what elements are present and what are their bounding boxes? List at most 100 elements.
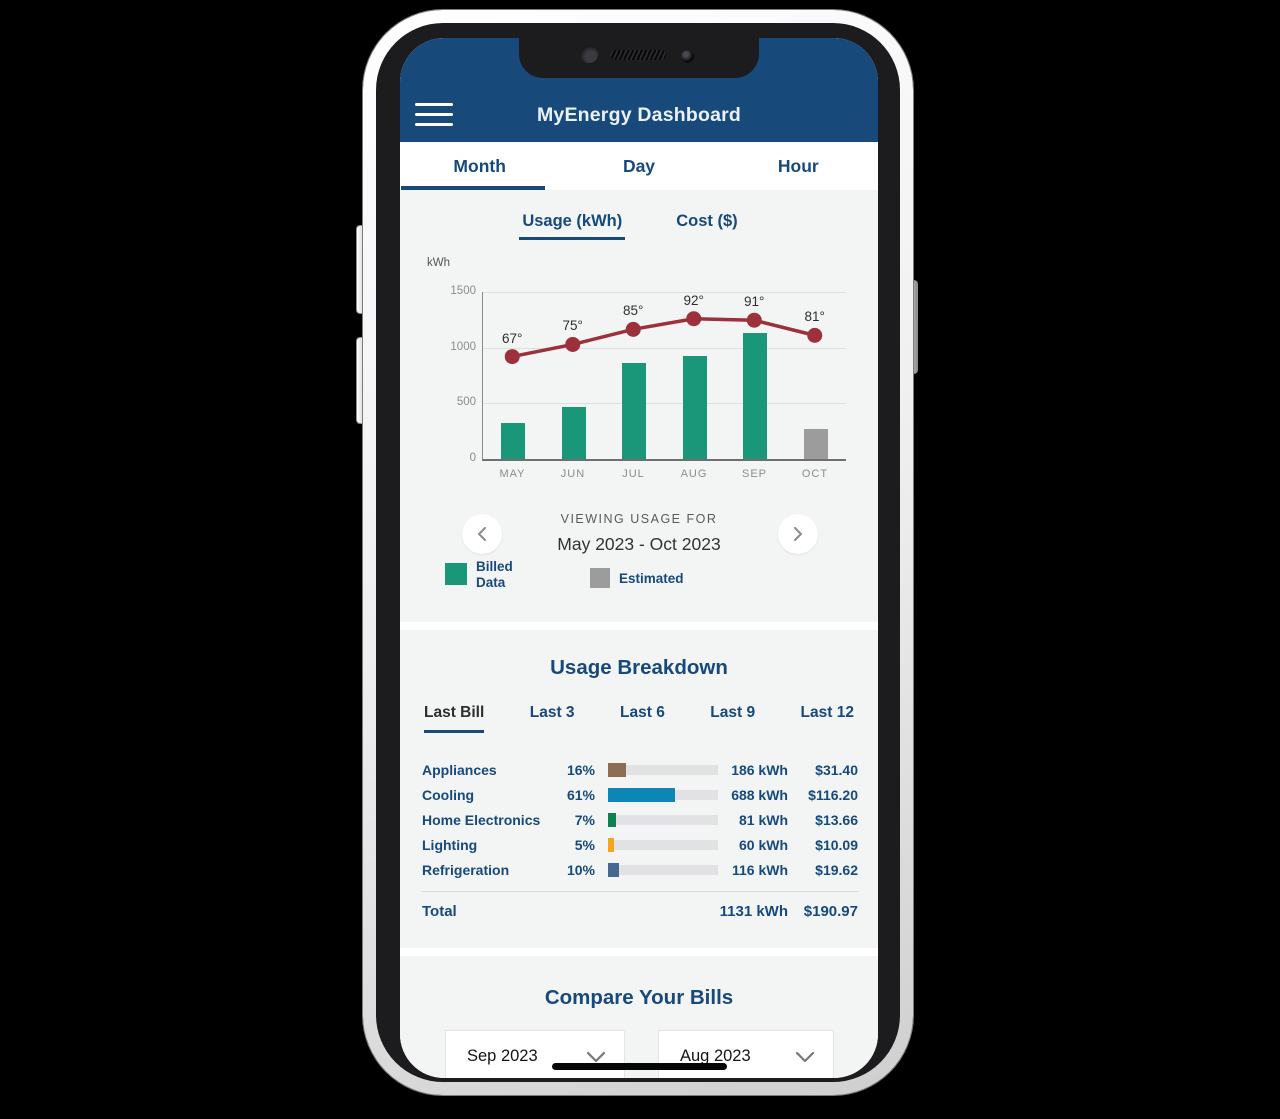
tab-day[interactable]: Day (622, 155, 656, 176)
temp-value-label: 81° (804, 309, 825, 325)
phone-frame: MyEnergy Dashboard Month Day Hour Usage (k… (363, 10, 913, 1095)
total-kwh: 1131 kWh (719, 903, 788, 920)
percent-bar-fill (608, 813, 616, 827)
previous-period-button[interactable] (462, 514, 502, 554)
tab-last-12[interactable]: Last 12 (800, 704, 854, 721)
percent-bar-fill (608, 763, 626, 777)
table-row: Home Electronics 7% 81 kWh $13.66 (400, 808, 878, 833)
tab-month[interactable]: Month (400, 142, 559, 190)
category-label: Appliances (422, 762, 497, 778)
category-label: Lighting (422, 837, 478, 853)
percent-bar-track (608, 813, 718, 827)
tab-hour[interactable]: Hour (777, 155, 819, 176)
percent-bar-fill (608, 838, 614, 852)
time-granularity-tabs: Month Day Hour (400, 142, 878, 190)
temp-point (504, 349, 520, 365)
bill-select-right-value: Aug 2023 (680, 1047, 751, 1065)
y-axis-unit-label: kWh (427, 257, 450, 269)
tab-last-9[interactable]: Last 9 (710, 704, 756, 721)
bill-select-left-value: Sep 2023 (467, 1047, 538, 1065)
compare-bills-title: Compare Your Bills (544, 986, 734, 1009)
table-divider (422, 891, 858, 892)
usage-breakdown-title: Usage Breakdown (550, 656, 728, 679)
viewing-usage-label: VIEWING USAGE FOR (560, 512, 718, 526)
percent-value: 16% (566, 762, 595, 778)
percent-bar-track (608, 838, 718, 852)
page-title: MyEnergy Dashboard (536, 104, 742, 126)
breakdown-table: Appliances 16% 186 kWh $31.40 Cooling 61% 688 … (400, 758, 878, 883)
usage-breakdown-section: Usage Breakdown Last Bill Last 3 Last 6 Las… (400, 630, 878, 948)
percent-value: 5% (574, 837, 595, 853)
cost-value: $31.40 (815, 762, 858, 778)
home-indicator[interactable] (552, 1063, 727, 1070)
temp-point (807, 327, 823, 343)
tab-last-bill[interactable]: Last Bill (424, 704, 485, 733)
total-row: Total 1131 kWh $190.97 (400, 898, 878, 926)
cost-value: $10.09 (815, 837, 858, 853)
chevron-down-icon (586, 1051, 606, 1063)
x-axis-tick-label: AUG (680, 468, 708, 480)
temp-point (565, 336, 581, 352)
tab-usage[interactable]: Usage (kWh) (519, 212, 626, 240)
billed-data-swatch (445, 563, 467, 585)
gridline (483, 347, 846, 349)
percent-value: 10% (566, 862, 595, 878)
usage-bar-jun (561, 407, 586, 459)
front-camera-icon (580, 45, 598, 63)
tab-last-6[interactable]: Last 6 (620, 704, 665, 721)
usage-chart-section: Usage (kWh) Cost ($) kWh 0 500 1000 1500 MAY J… (400, 190, 878, 622)
percent-bar-track (608, 863, 718, 877)
usage-bar-oct (803, 428, 828, 459)
temp-value-label: 75° (562, 318, 583, 334)
temp-value-label: 67° (502, 330, 523, 346)
usage-bar-aug (682, 356, 707, 459)
breakdown-period-tabs: Last Bill Last 3 Last 6 Last 9 Last 12 (424, 704, 854, 733)
active-tab-underline (401, 186, 545, 190)
temperature-line-chart (504, 311, 823, 365)
phone-notch (519, 38, 759, 78)
next-period-button[interactable] (778, 514, 818, 554)
bill-select-right[interactable]: Aug 2023 (658, 1030, 834, 1078)
total-cost: $190.97 (803, 903, 858, 920)
x-axis-tick-label: SEP (741, 468, 767, 480)
tab-cost[interactable]: Cost ($) (676, 212, 738, 230)
y-axis-tick-label: 1000 (450, 340, 476, 353)
cost-value: $116.20 (808, 787, 858, 803)
percent-bar-track (608, 788, 718, 802)
category-label: Home Electronics (422, 812, 541, 828)
cost-value: $13.66 (815, 812, 858, 828)
usage-cost-tabs: Usage (kWh) Cost ($) (400, 212, 869, 240)
tab-last-3[interactable]: Last 3 (529, 704, 575, 721)
percent-bar-fill (608, 863, 619, 877)
date-range-label: May 2023 - Oct 2023 (557, 534, 721, 554)
compare-bills-section: Compare Your Bills Sep 2023 Aug 2023 (400, 956, 878, 1078)
y-axis-tick-label: 0 (469, 452, 476, 464)
hamburger-menu-icon[interactable] (415, 100, 453, 128)
phone-screen: MyEnergy Dashboard Month Day Hour Usage (k… (400, 38, 878, 1078)
chevron-left-icon (478, 527, 486, 541)
table-row: Lighting 5% 60 kWh $10.09 (400, 833, 878, 858)
usage-bar-sep (743, 333, 768, 459)
kwh-value: 60 kWh (738, 837, 788, 853)
percent-bar-track (608, 763, 718, 777)
proximity-sensor-icon (681, 50, 694, 63)
y-axis-tick-label: 1500 (450, 285, 476, 297)
usage-bar-may (501, 423, 526, 459)
temp-value-label: 92° (683, 292, 704, 308)
gridline (483, 292, 846, 293)
y-axis-tick-label: 500 (456, 396, 476, 409)
estimated-swatch (590, 568, 610, 588)
x-axis-tick-label: OCT (801, 468, 829, 480)
kwh-value: 81 kWh (738, 812, 788, 828)
table-row: Appliances 16% 186 kWh $31.40 (400, 758, 878, 783)
billed-data-label: Billed Data (476, 559, 513, 590)
percent-value: 61% (566, 787, 595, 803)
x-axis-tick-label: JUL (622, 468, 645, 480)
bill-select-left[interactable]: Sep 2023 (445, 1030, 625, 1078)
x-axis-tick-label: MAY (499, 468, 526, 480)
kwh-value: 116 kWh (731, 862, 788, 878)
temp-point (746, 312, 762, 328)
temp-value-label: 85° (623, 303, 644, 319)
kwh-value: 186 kWh (731, 762, 788, 778)
